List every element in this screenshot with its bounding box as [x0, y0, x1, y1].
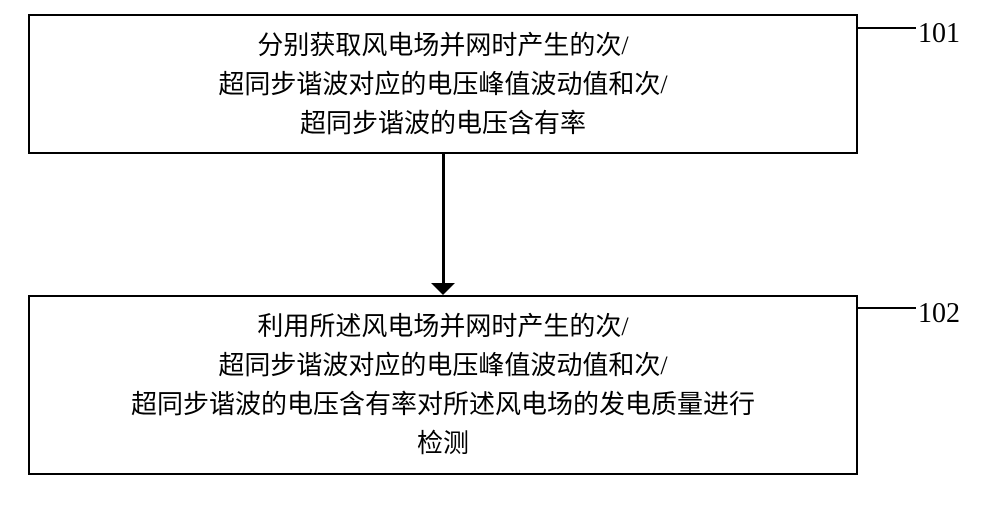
flowchart-box-2-text: 利用所述风电场并网时产生的次/ 超同步谐波对应的电压峰值波动值和次/ 超同步谐波…: [131, 307, 755, 463]
flowchart-box-2: 利用所述风电场并网时产生的次/ 超同步谐波对应的电压峰值波动值和次/ 超同步谐波…: [28, 295, 858, 475]
flowchart-label-102: 102: [918, 298, 960, 330]
flowchart-box-1-text: 分别获取风电场并网时产生的次/ 超同步谐波对应的电压峰值波动值和次/ 超同步谐波…: [218, 26, 667, 143]
flowchart-box-1: 分别获取风电场并网时产生的次/ 超同步谐波对应的电压峰值波动值和次/ 超同步谐波…: [28, 14, 858, 154]
flowchart-label-101: 101: [918, 18, 960, 50]
flowchart-arrow-head: [431, 283, 455, 295]
flowchart-arrow-line: [442, 154, 445, 283]
